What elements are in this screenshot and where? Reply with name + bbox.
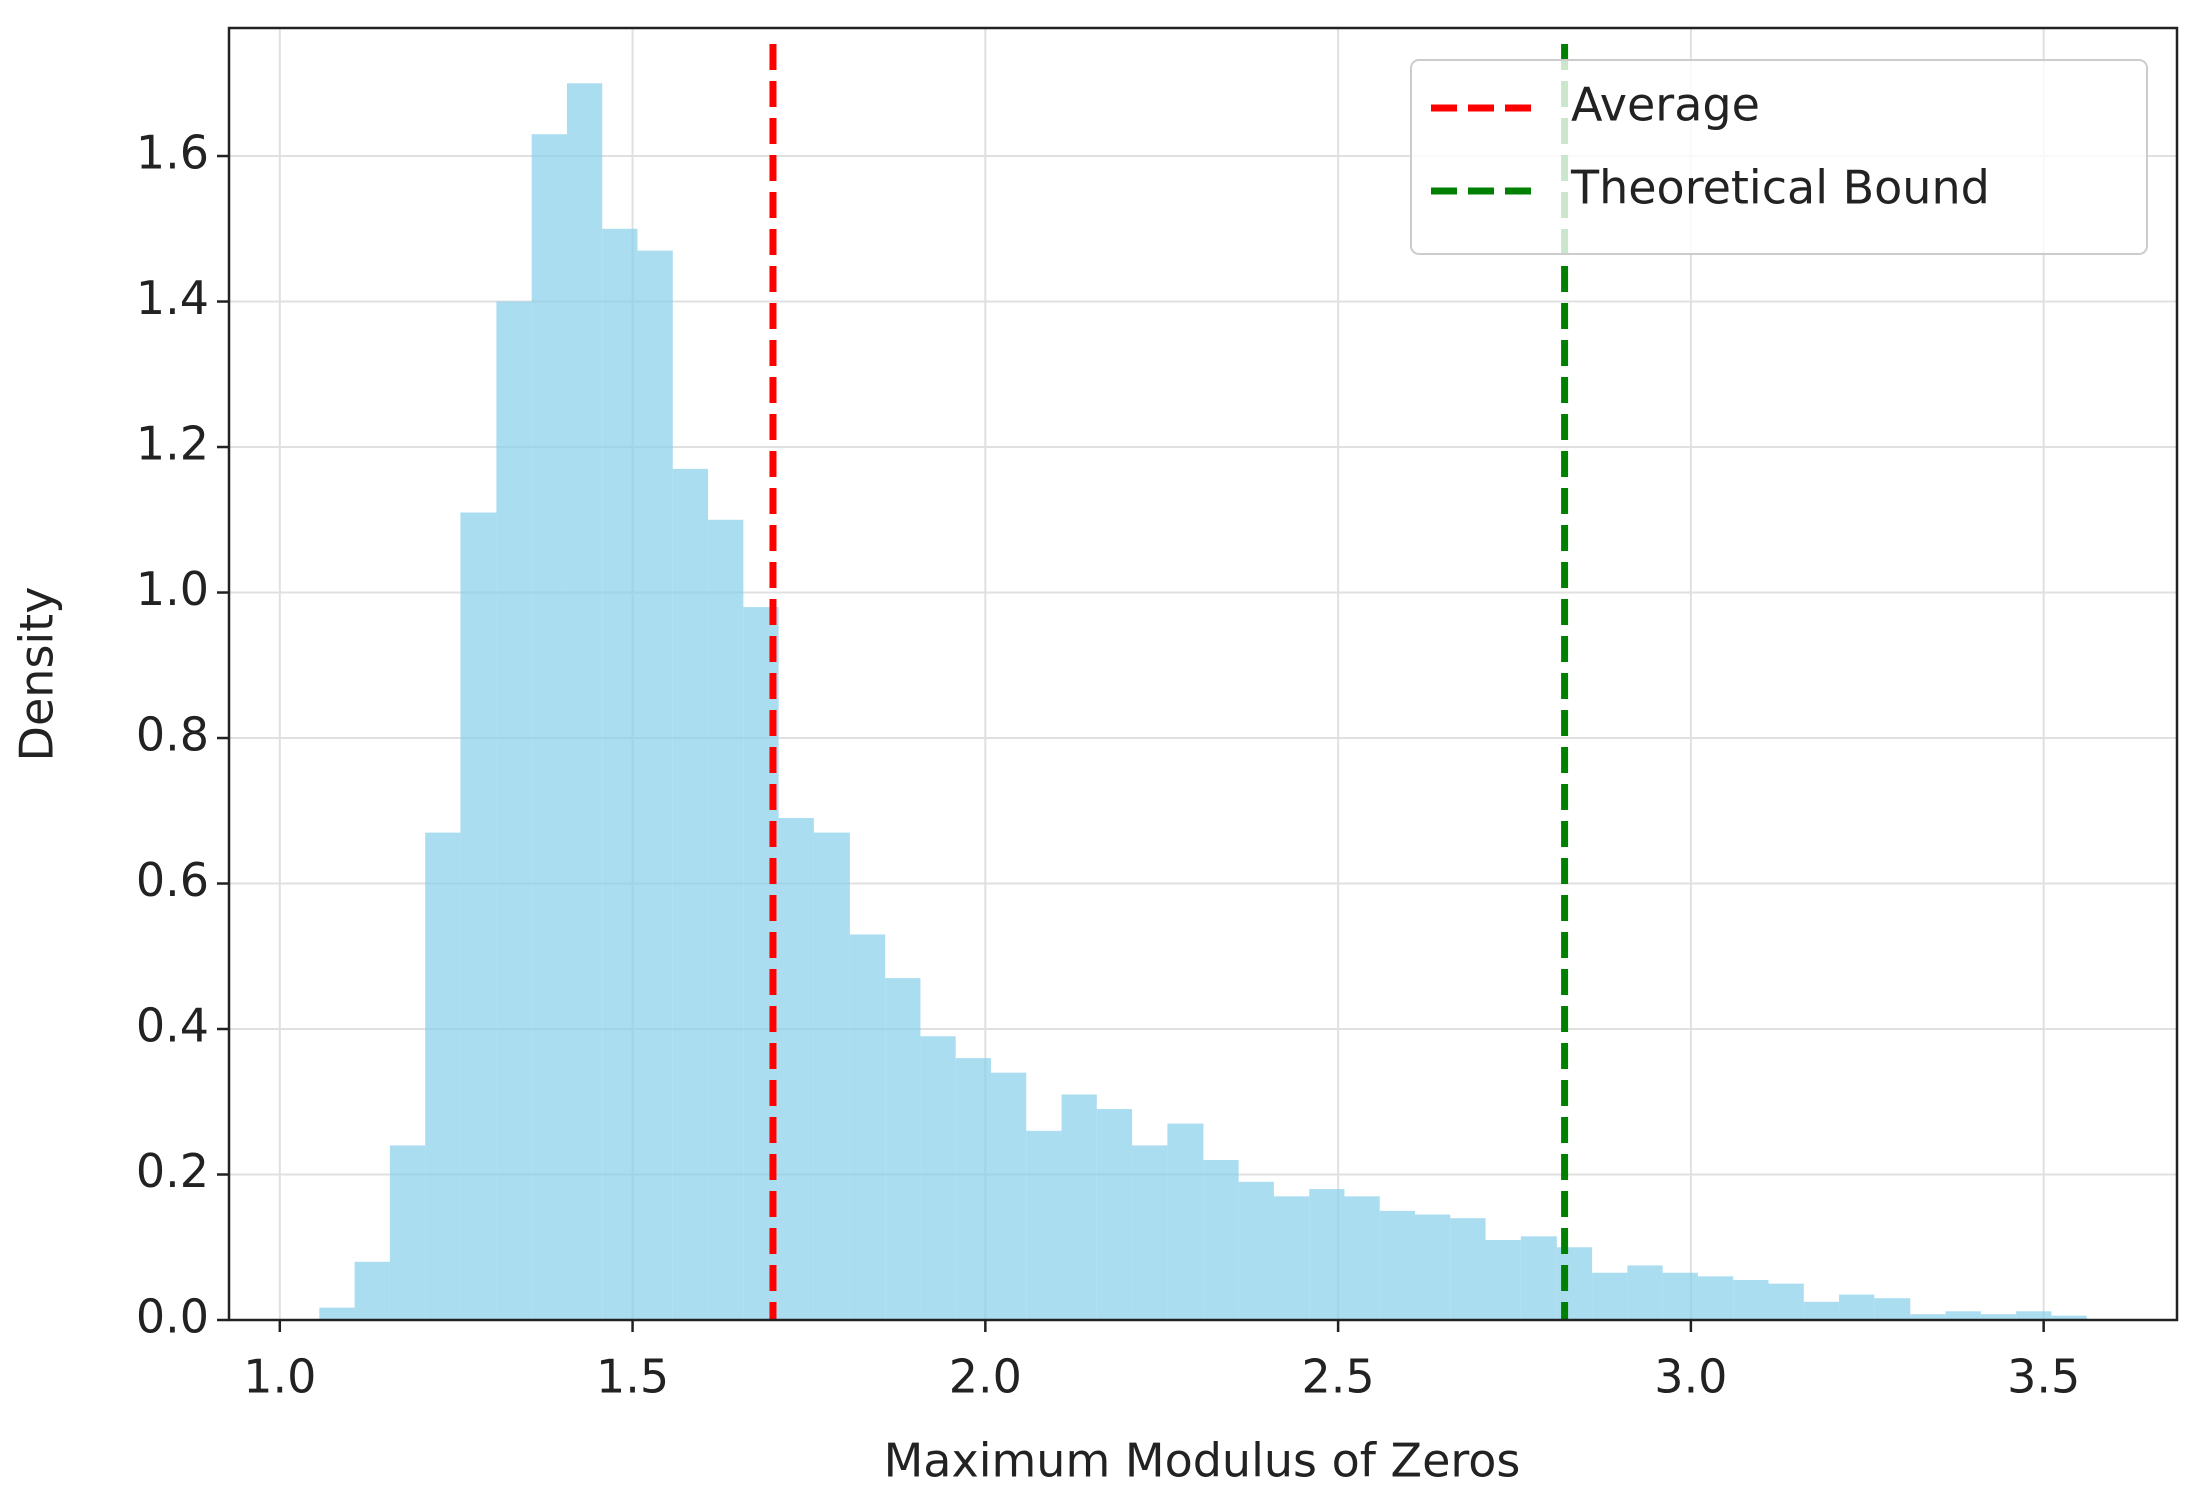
bar bbox=[1273, 1196, 1310, 1320]
bar bbox=[1344, 1196, 1380, 1320]
y-axis-label: Density bbox=[10, 587, 64, 762]
bar bbox=[885, 978, 921, 1320]
bar bbox=[1697, 1276, 1734, 1320]
bar bbox=[1415, 1214, 1451, 1320]
bar bbox=[1662, 1272, 1698, 1320]
bar bbox=[1485, 1239, 1521, 1320]
bar bbox=[1203, 1159, 1239, 1320]
y-tick-label: 1.2 bbox=[136, 417, 209, 471]
bar bbox=[1238, 1181, 1274, 1320]
legend-frame bbox=[1410, 59, 2148, 255]
bar bbox=[778, 818, 814, 1320]
legend-label: Theoretical Bound bbox=[1570, 161, 1990, 215]
plot-frame bbox=[227, 26, 2179, 1322]
bar bbox=[1167, 1123, 1204, 1320]
bar bbox=[1627, 1265, 1663, 1320]
bar bbox=[496, 301, 532, 1321]
x-tick-label: 3.0 bbox=[1654, 1350, 1727, 1404]
bar bbox=[1945, 1311, 1981, 1320]
x-tick-label: 2.0 bbox=[949, 1350, 1022, 1404]
bar bbox=[955, 1058, 991, 1320]
bar bbox=[460, 512, 497, 1320]
bar bbox=[849, 934, 886, 1320]
y-tick-label: 0.6 bbox=[136, 853, 209, 907]
bar bbox=[637, 250, 673, 1320]
bar bbox=[1379, 1210, 1416, 1320]
bar bbox=[1733, 1279, 1769, 1320]
bar bbox=[1520, 1236, 1557, 1320]
y-tick-label: 1.0 bbox=[136, 562, 209, 616]
x-tick-label: 2.5 bbox=[1302, 1350, 1375, 1404]
x-axis-label: Maximum Modulus of Zeros bbox=[884, 1434, 1521, 1488]
bar bbox=[566, 83, 603, 1320]
x-tick-label: 3.5 bbox=[2007, 1350, 2080, 1404]
axes: 0.0 0.2 0.4 0.6 0.8 1.0 1.2 1.4 1.6 1.0 1.5 2.0 2.5 3… bbox=[136, 126, 2080, 1404]
bar bbox=[708, 519, 744, 1320]
bar bbox=[2051, 1315, 2087, 1320]
bar bbox=[531, 134, 567, 1321]
y-tick-label: 0.2 bbox=[136, 1144, 209, 1198]
bar bbox=[2016, 1311, 2052, 1320]
bar bbox=[354, 1261, 390, 1320]
bar bbox=[319, 1307, 355, 1320]
x-tick-label: 1.0 bbox=[243, 1350, 316, 1404]
bar bbox=[1910, 1314, 1946, 1320]
bar bbox=[1132, 1145, 1168, 1320]
bar bbox=[990, 1072, 1027, 1320]
bar bbox=[1803, 1301, 1840, 1320]
bar bbox=[1874, 1298, 1911, 1320]
bar bbox=[1309, 1189, 1345, 1320]
bar bbox=[1768, 1283, 1804, 1320]
bar bbox=[1592, 1272, 1628, 1320]
bar bbox=[1096, 1109, 1133, 1320]
bar bbox=[389, 1145, 426, 1320]
bar bbox=[813, 832, 850, 1320]
x-tick-label: 1.5 bbox=[596, 1350, 669, 1404]
bars bbox=[319, 83, 2087, 1321]
y-tick-label: 0.4 bbox=[136, 999, 209, 1053]
bar bbox=[1839, 1294, 1875, 1320]
y-tick-label: 0.8 bbox=[136, 708, 209, 762]
y-tick-label: 0.0 bbox=[136, 1290, 209, 1344]
legend: Average Theoretical Bound bbox=[1410, 59, 2148, 255]
y-tick-label: 1.4 bbox=[136, 271, 209, 325]
bar bbox=[1450, 1218, 1486, 1320]
y-tick-label: 1.6 bbox=[136, 126, 209, 180]
lines bbox=[769, 44, 1569, 1320]
legend-label: Average bbox=[1571, 78, 1760, 132]
bar bbox=[425, 832, 461, 1320]
bar bbox=[1980, 1314, 2017, 1320]
bar bbox=[672, 468, 709, 1321]
bar bbox=[920, 1036, 956, 1320]
bar bbox=[1061, 1094, 1097, 1320]
bar bbox=[602, 228, 638, 1320]
bar bbox=[1026, 1130, 1062, 1320]
